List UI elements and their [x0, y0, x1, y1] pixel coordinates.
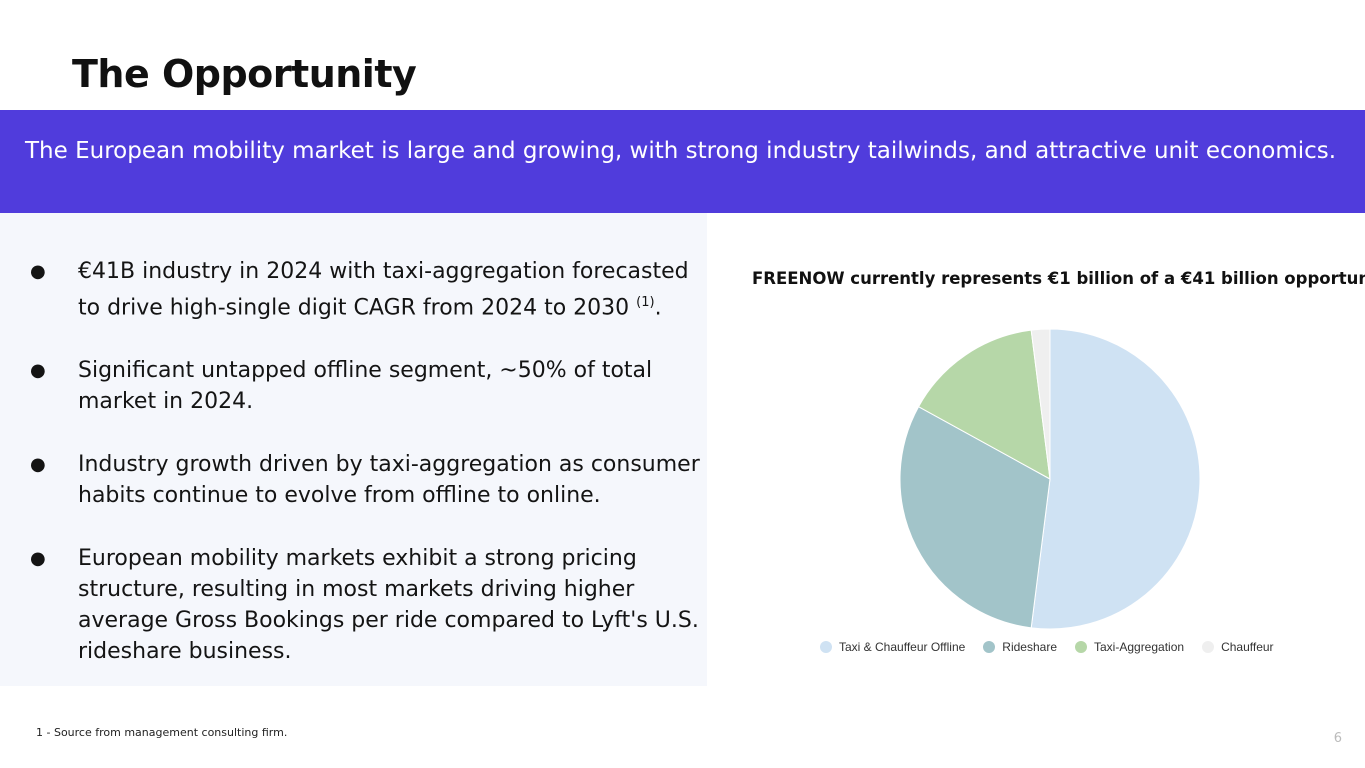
- legend-swatch: [1202, 641, 1215, 653]
- legend-swatch: [983, 641, 996, 653]
- legend-label: Taxi-Aggregation: [1094, 640, 1185, 654]
- legend-item: Rideshare: [983, 640, 1057, 654]
- bullet-text: Significant untapped offline segment, ~5…: [78, 358, 653, 415]
- bullet-panel: [0, 213, 707, 686]
- list-item: ● European mobility markets exhibit a st…: [30, 543, 700, 667]
- pie-slice-taxi-aggregation: [917, 329, 1051, 480]
- list-item: ● €41B industry in 2024 with taxi-aggreg…: [30, 256, 700, 323]
- footnote: 1 - Source from management consulting fi…: [36, 726, 288, 739]
- pie-slice-rideshare: [899, 406, 1051, 629]
- bullet-tail: .: [654, 295, 662, 321]
- legend-label: Rideshare: [1002, 640, 1057, 654]
- list-item: ● Significant untapped offline segment, …: [30, 355, 700, 417]
- legend-label: Chauffeur: [1221, 640, 1274, 654]
- bullet-list: ● €41B industry in 2024 with taxi-aggreg…: [30, 256, 700, 699]
- page-title: The Opportunity: [72, 52, 417, 96]
- footnote-ref: (1): [636, 295, 655, 310]
- legend-swatch: [820, 641, 832, 653]
- legend-item: Chauffeur: [1202, 640, 1274, 654]
- bullet-dot-icon: ●: [30, 454, 46, 476]
- page-number: 6: [1333, 731, 1342, 746]
- pie-slice-taxi-chauffeur-offline: [1030, 328, 1201, 630]
- chart-legend: Taxi & Chauffeur Offline Rideshare Taxi-…: [820, 640, 1274, 654]
- legend-item: Taxi-Aggregation: [1075, 640, 1184, 654]
- chart-title: FREENOW currently represents €1 billion …: [752, 269, 1365, 288]
- bullet-dot-icon: ●: [30, 548, 46, 570]
- headline-banner: [0, 110, 1365, 213]
- pie-slice-chauffeur: [1030, 328, 1051, 480]
- bullet-text: €41B industry in 2024 with taxi-aggregat…: [78, 259, 689, 321]
- bullet-text: European mobility markets exhibit a stro…: [78, 546, 699, 665]
- legend-label: Taxi & Chauffeur Offline: [839, 640, 966, 654]
- legend-item: Taxi & Chauffeur Offline: [820, 640, 965, 654]
- bullet-dot-icon: ●: [30, 360, 46, 382]
- banner-text: The European mobility market is large an…: [25, 138, 1337, 164]
- legend-swatch: [1075, 641, 1087, 653]
- bullet-text: Industry growth driven by taxi-aggregati…: [78, 452, 700, 509]
- bullet-dot-icon: ●: [30, 261, 46, 282]
- list-item: ● Industry growth driven by taxi-aggrega…: [30, 449, 700, 511]
